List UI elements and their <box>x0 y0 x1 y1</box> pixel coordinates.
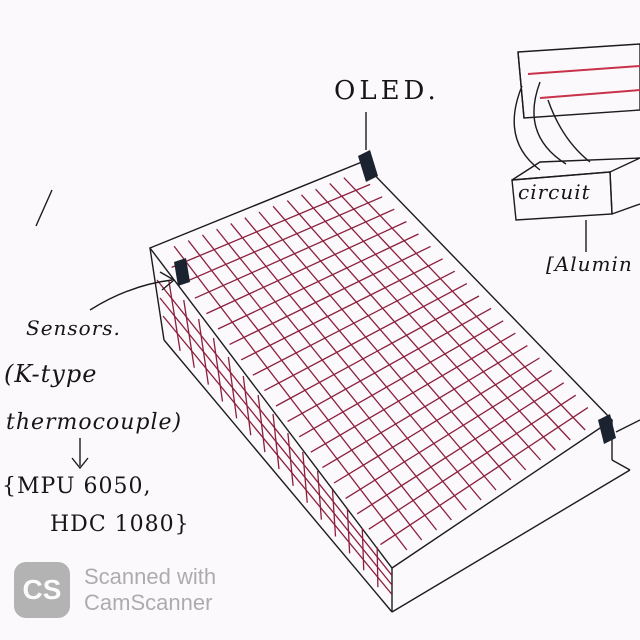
mesh-top-line <box>356 382 565 515</box>
mesh-side-line <box>272 413 280 470</box>
annotations <box>35 43 640 470</box>
mesh-top-line <box>333 357 540 484</box>
box-outline <box>148 161 631 613</box>
mesh-top-line <box>380 407 589 546</box>
ktype-label: (K-type <box>4 360 98 388</box>
mesh-top-line <box>322 345 528 469</box>
mesh-side-line <box>287 432 294 486</box>
oled-label: OLED. <box>334 76 440 106</box>
mesh-top-line <box>206 221 407 315</box>
circuit-label: circuit <box>518 180 591 204</box>
mesh-side-line <box>183 299 195 368</box>
mesh-side-line <box>168 280 181 351</box>
thermocouple-label: thermocouple) <box>6 410 183 435</box>
mesh-top-line <box>287 307 492 422</box>
mesh-side-line <box>257 394 266 453</box>
aluminium-strip-lines <box>527 65 640 99</box>
sensors-label: Sensors. <box>26 316 121 340</box>
mesh-side-line <box>227 356 238 419</box>
mesh-side-line <box>212 337 224 402</box>
mesh-side-line <box>376 546 379 588</box>
sensor-block-right <box>598 414 616 444</box>
watermark-line-1: Scanned with <box>84 564 217 589</box>
mesh-top-line <box>194 208 395 299</box>
mesh-side-line <box>331 489 337 537</box>
mesh-top-line <box>217 233 419 330</box>
mesh-top-line <box>298 320 504 438</box>
mesh-top-line <box>264 283 468 392</box>
mesh-top-line <box>345 369 552 499</box>
mesh-top-line <box>310 332 516 453</box>
mesh-top-line <box>252 270 456 376</box>
mesh-top-line <box>229 245 431 345</box>
aluminium-label: [Alumin <box>546 252 633 276</box>
mesh-side-line <box>302 451 308 503</box>
sensor-blocks <box>174 150 616 444</box>
camscanner-watermark: CS Scanned with CamScanner <box>14 562 216 618</box>
heating-mesh <box>156 177 589 595</box>
camscanner-logo-icon: CS <box>14 562 70 618</box>
watermark-text: Scanned with CamScanner <box>84 564 216 616</box>
mesh-top-line <box>182 196 383 284</box>
mesh-side-line <box>316 470 323 520</box>
mesh-top-line <box>240 258 443 361</box>
mesh-top-line <box>171 183 371 268</box>
watermark-line-2: CamScanner <box>84 590 213 615</box>
sensor-block-left <box>174 258 190 286</box>
mesh-side-line <box>197 318 210 385</box>
mesh-top-line <box>368 394 577 530</box>
mpu-label: {MPU 6050, <box>2 474 152 499</box>
oled-block <box>358 150 378 182</box>
hdc-label: HDC 1080} <box>50 512 190 537</box>
mesh-side-line <box>361 527 365 571</box>
mesh-top-line <box>275 295 480 407</box>
mesh-side-line <box>346 508 351 554</box>
mesh-side-line <box>242 375 252 436</box>
